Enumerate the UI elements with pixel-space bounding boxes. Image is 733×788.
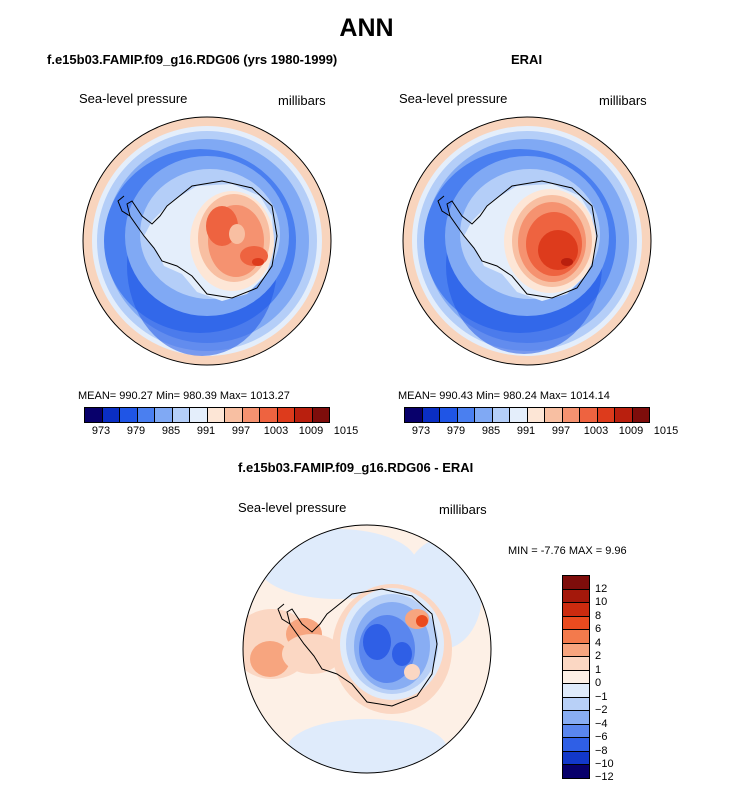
colorbar-swatch xyxy=(440,408,458,422)
diff-units-label: millibars xyxy=(439,502,487,517)
colorbar-label: 0 xyxy=(595,677,602,689)
colorbar-swatch xyxy=(260,408,278,422)
colorbar-swatch xyxy=(242,408,260,422)
colorbar-swatch xyxy=(120,408,138,422)
colorbar-tick: 997 xyxy=(231,425,251,437)
colorbar-swatch xyxy=(563,576,589,590)
colorbar-swatch xyxy=(563,630,589,644)
panel-1-units-label: millibars xyxy=(278,93,326,108)
colorbar-label: −2 xyxy=(595,704,608,716)
colorbar-swatch xyxy=(580,408,598,422)
colorbar-label: 10 xyxy=(595,596,608,608)
colorbar-tick: 991 xyxy=(516,425,536,437)
panel-2-variable-label: Sea-level pressure xyxy=(399,91,508,106)
diff-stats: MIN = -7.76 MAX = 9.96 xyxy=(508,545,627,557)
colorbar-tick: 1015 xyxy=(653,425,679,437)
colorbar-swatch xyxy=(85,408,103,422)
panel-1-stats: MEAN= 990.27 Min= 980.39 Max= 1013.27 xyxy=(78,390,290,402)
colorbar-swatch xyxy=(563,603,589,617)
colorbar-tick: 991 xyxy=(196,425,216,437)
colorbar-swatch xyxy=(405,408,423,422)
page-title: ANN xyxy=(339,14,394,42)
colorbar-swatch xyxy=(545,408,563,422)
colorbar-tick: 1003 xyxy=(583,425,609,437)
colorbar-tick: 985 xyxy=(161,425,181,437)
panel-2-stats: MEAN= 990.43 Min= 980.24 Max= 1014.14 xyxy=(398,390,610,402)
colorbar-swatch xyxy=(190,408,208,422)
colorbar-swatch xyxy=(632,408,649,422)
colorbar-label: −8 xyxy=(595,744,608,757)
panel-2-colorbar-ticks: 973 979 985 991 997 1003 1009 1015 xyxy=(404,425,678,439)
panel-2-polar-map xyxy=(402,116,652,366)
colorbar-swatch xyxy=(563,657,589,671)
colorbar-tick: 979 xyxy=(446,425,466,437)
colorbar-swatch xyxy=(277,408,295,422)
diff-polar-map xyxy=(242,524,492,774)
diff-variable-label: Sea-level pressure xyxy=(238,500,347,515)
colorbar-swatch xyxy=(615,408,633,422)
colorbar-swatch xyxy=(563,711,589,725)
colorbar-swatch xyxy=(562,408,580,422)
colorbar-label: −6 xyxy=(595,731,608,743)
colorbar-label: −10 xyxy=(595,758,614,770)
panel-1-case-title: f.e15b03.FAMIP.f09_g16.RDG06 (yrs 1980-1… xyxy=(47,52,338,67)
panel-1-polar-map xyxy=(82,116,332,366)
colorbar-label: 2 xyxy=(595,650,602,662)
colorbar-tick: 1015 xyxy=(333,425,359,437)
colorbar-swatch xyxy=(563,697,589,712)
colorbar-tick: 997 xyxy=(551,425,571,437)
colorbar-swatch xyxy=(207,408,225,422)
panel-2-units-label: millibars xyxy=(599,93,647,108)
colorbar-swatch xyxy=(563,751,589,766)
colorbar-swatch xyxy=(457,408,475,422)
colorbar-swatch xyxy=(312,408,329,422)
colorbar-swatch xyxy=(137,408,155,422)
colorbar-swatch xyxy=(510,408,528,422)
colorbar-swatch xyxy=(563,765,589,778)
colorbar-swatch xyxy=(597,408,615,422)
colorbar-swatch xyxy=(225,408,243,422)
colorbar-swatch xyxy=(563,724,589,739)
panel-2-colorbar xyxy=(404,407,650,423)
colorbar-swatch xyxy=(492,408,510,422)
diff-colorbar xyxy=(562,575,590,779)
panel-1-colorbar xyxy=(84,407,330,423)
colorbar-swatch xyxy=(475,408,493,422)
panel-1-colorbar-ticks: 973 979 985 991 997 1003 1009 1015 xyxy=(84,425,358,439)
colorbar-label: −12 xyxy=(595,771,614,783)
colorbar-label: 6 xyxy=(595,623,602,635)
diff-case-title: f.e15b03.FAMIP.f09_g16.RDG06 - ERAI xyxy=(238,460,474,475)
colorbar-tick: 985 xyxy=(481,425,501,437)
panel-2-case-title: ERAI xyxy=(511,52,543,67)
colorbar-swatch xyxy=(563,684,589,698)
colorbar-swatch xyxy=(563,616,589,631)
panel-1-variable-label: Sea-level pressure xyxy=(79,91,188,106)
colorbar-swatch xyxy=(422,408,440,422)
colorbar-swatch xyxy=(563,738,589,752)
colorbar-swatch xyxy=(563,643,589,658)
colorbar-swatch xyxy=(155,408,173,422)
colorbar-swatch xyxy=(102,408,120,422)
colorbar-tick: 1009 xyxy=(298,425,324,437)
colorbar-label: −1 xyxy=(595,690,608,703)
colorbar-tick: 973 xyxy=(411,425,431,437)
colorbar-swatch xyxy=(563,589,589,604)
colorbar-tick: 979 xyxy=(126,425,146,437)
colorbar-tick: 1003 xyxy=(263,425,289,437)
colorbar-swatch xyxy=(527,408,545,422)
colorbar-label: 1 xyxy=(595,663,602,676)
colorbar-tick: 1009 xyxy=(618,425,644,437)
colorbar-label: 8 xyxy=(595,609,602,622)
diff-colorbar-labels: 12 10 8 6 4 2 1 0 −1 −2 −4 −6 −8 −10 −12 xyxy=(595,575,635,784)
colorbar-label: 12 xyxy=(595,582,608,595)
colorbar-label: −4 xyxy=(595,717,608,730)
colorbar-swatch xyxy=(563,670,589,685)
colorbar-swatch xyxy=(172,408,190,422)
colorbar-tick: 973 xyxy=(91,425,111,437)
colorbar-label: 4 xyxy=(595,636,602,649)
colorbar-swatch xyxy=(295,408,313,422)
